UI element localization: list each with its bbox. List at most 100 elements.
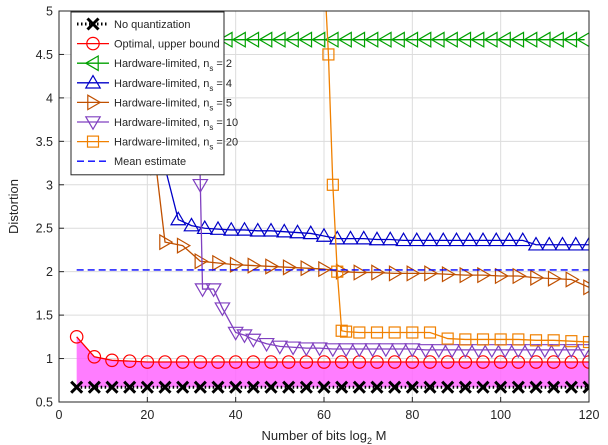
legend-label-optimal-upper-bound: Optimal, upper bound (114, 39, 220, 51)
data-point-hardware-limited-n-5 (282, 259, 298, 276)
legend: No quantization Optimal, upper bound Hardw… (70, 11, 238, 176)
data-point-hardware-limited-n-4 (223, 221, 240, 236)
data-point-hardware-limited-n-10 (245, 333, 262, 348)
data-point-hardware-limited-n-20 (582, 335, 589, 349)
data-point-hardware-limited-n-4 (170, 211, 187, 226)
data-point-optimal-upper-bound (423, 355, 437, 369)
data-point-hardware-limited-n-20 (441, 332, 454, 345)
data-point-hardware-limited-n-4 (461, 231, 478, 247)
data-point-hardware-limited-n-20 (512, 333, 525, 346)
data-point-hardware-limited-n-10 (271, 340, 289, 355)
data-point-hardware-limited-n-5 (353, 264, 368, 281)
y-tick-label: 1 (46, 352, 53, 366)
y-tick-label: 4 (46, 91, 53, 105)
data-point-hardware-limited-n-4 (448, 231, 465, 247)
data-point-optimal-upper-bound (122, 354, 137, 368)
data-point-no-quantization (123, 380, 137, 394)
data-point-hardware-limited-n-20 (339, 325, 353, 338)
y-tick-label: 5 (46, 5, 53, 19)
data-point-hardware-limited-n-10 (194, 283, 211, 298)
y-tick-label: 3.5 (36, 135, 53, 149)
data-point-hardware-limited-n-10 (576, 344, 589, 359)
series-no-quantization (70, 380, 589, 394)
y-tick-label: 4.5 (36, 48, 53, 62)
data-point-hardware-limited-n-10 (324, 343, 342, 358)
data-point-optimal-upper-bound (246, 355, 261, 369)
data-point-hardware-limited-n-4 (435, 231, 452, 247)
data-point-optimal-upper-bound (175, 355, 190, 369)
data-point-hardware-limited-n-20 (423, 326, 437, 339)
data-point-optimal-upper-bound (493, 355, 508, 369)
legend-marker-hardware-limited-n-10 (84, 116, 102, 131)
data-point-hardware-limited-n-10 (311, 342, 328, 357)
data-point-hardware-limited-n-20 (353, 326, 366, 339)
data-point-hardware-limited-n-4 (209, 220, 227, 235)
data-point-hardware-limited-n-10 (536, 344, 554, 359)
data-point-hardware-limited-n-4 (527, 236, 545, 251)
data-point-optimal-upper-bound (317, 355, 331, 369)
data-point-hardware-limited-n-20 (476, 333, 490, 346)
legend-label-hardware-limited-n-2: Hardware-limited, ns = 2 (114, 58, 232, 73)
series-optimal-upper-bound (69, 330, 589, 369)
data-point-hardware-limited-n-4 (289, 224, 306, 239)
data-point-optimal-upper-bound (387, 355, 402, 369)
data-point-hardware-limited-n-10 (351, 343, 368, 358)
legend-marker-optimal-upper-bound (86, 36, 100, 51)
legend-marker-hardware-limited-n-2 (84, 54, 99, 72)
data-point-no-quantization (564, 380, 578, 394)
data-point-hardware-limited-n-2 (576, 32, 589, 48)
data-point-hardware-limited-n-5 (530, 269, 545, 286)
data-point-hardware-limited-n-5 (247, 257, 262, 274)
data-point-hardware-limited-n-10 (549, 344, 567, 359)
data-point-hardware-limited-n-5 (229, 256, 245, 273)
data-point-hardware-limited-n-5 (159, 233, 174, 251)
data-point-hardware-limited-n-4 (368, 231, 386, 246)
data-point-hardware-limited-n-4 (262, 222, 280, 237)
data-point-hardware-limited-n-10 (258, 337, 275, 353)
data-point-hardware-limited-n-10 (236, 329, 253, 344)
data-point-optimal-upper-bound (564, 355, 579, 369)
data-point-hardware-limited-n-4 (342, 230, 359, 245)
data-point-hardware-limited-n-4 (474, 231, 492, 247)
legend-marker-hardware-limited-n-20 (86, 135, 100, 148)
data-point-hardware-limited-n-10 (417, 344, 434, 359)
data-point-hardware-limited-n-10 (377, 343, 395, 358)
data-point-no-quantization (140, 380, 154, 394)
data-point-no-quantization (582, 380, 589, 394)
data-point-optimal-upper-bound (211, 355, 225, 369)
data-point-hardware-limited-n-10 (364, 343, 381, 358)
data-point-optimal-upper-bound (529, 355, 543, 369)
data-point-hardware-limited-n-20 (547, 334, 560, 347)
x-tick-label: 120 (579, 408, 600, 422)
data-point-optimal-upper-bound (440, 355, 455, 369)
data-point-hardware-limited-n-5 (212, 254, 227, 272)
data-point-no-quantization (547, 380, 561, 394)
legend-label-no-quantization: No quantization (114, 19, 190, 31)
data-point-hardware-limited-n-4 (395, 231, 412, 247)
legend-label-hardware-limited-n-4: Hardware-limited, ns = 4 (114, 78, 232, 93)
data-point-hardware-limited-n-20 (388, 326, 401, 339)
x-tick-label: 40 (229, 408, 243, 422)
data-point-optimal-upper-bound (228, 355, 243, 369)
data-point-hardware-limited-n-5 (565, 271, 580, 288)
data-point-hardware-limited-n-4 (355, 230, 372, 245)
data-point-hardware-limited-n-5 (459, 266, 474, 284)
data-point-no-quantization (352, 380, 366, 394)
y-tick-label: 0.5 (36, 396, 53, 410)
data-point-hardware-limited-n-4 (276, 223, 293, 238)
data-point-hardware-limited-n-10 (205, 283, 222, 298)
x-tick-label: 100 (490, 408, 511, 422)
data-point-hardware-limited-n-20 (331, 265, 344, 278)
y-tick-label: 2 (46, 265, 53, 279)
data-point-hardware-limited-n-10 (284, 341, 302, 356)
data-point-hardware-limited-n-4 (501, 231, 518, 247)
x-axis-title: Number of bits log2 M (262, 428, 387, 445)
data-point-no-quantization (229, 380, 243, 394)
data-point-no-quantization (494, 380, 508, 394)
y-tick-label: 3 (46, 178, 53, 192)
series-line-optimal-upper-bound (76, 336, 589, 363)
data-point-no-quantization (441, 380, 455, 394)
series-line-hardware-limited-n-5 (134, 11, 589, 288)
data-point-no-quantization (246, 380, 260, 394)
y-axis-title: Distortion (6, 179, 21, 234)
